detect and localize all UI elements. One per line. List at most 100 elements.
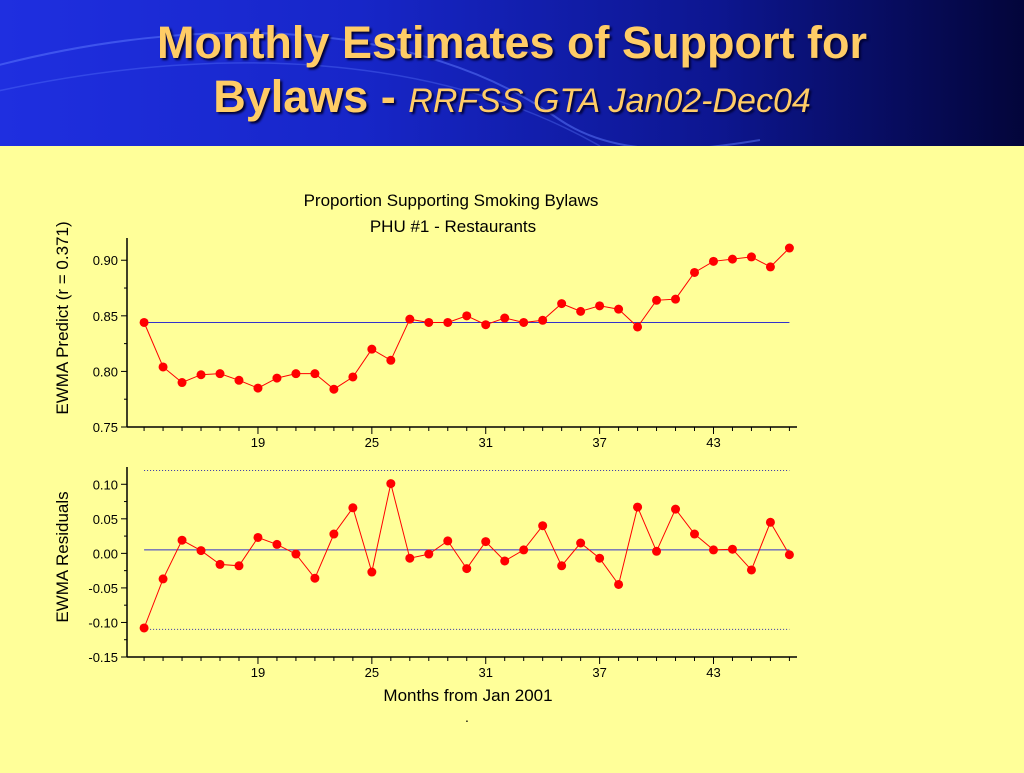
top-data-point [253, 383, 263, 393]
top-data-point [690, 267, 700, 277]
top-data-point [462, 311, 472, 321]
title-subtitle: RRFSS GTA Jan02-Dec04 [408, 82, 811, 120]
bot-data-point [367, 567, 377, 577]
top-x-tick-label: 31 [478, 435, 492, 450]
bot-data-point [462, 564, 472, 574]
top-data-point [633, 322, 643, 332]
top-data-point [310, 369, 320, 379]
bottom-x-axis-label: Months from Jan 2001 [383, 686, 552, 705]
bot-y-tick-label: -0.10 [88, 615, 118, 630]
top-data-point [727, 254, 737, 264]
top-x-tick-label: 37 [592, 435, 606, 450]
bot-data-point [272, 539, 282, 549]
top-data-point [765, 262, 775, 272]
bot-data-point [671, 504, 681, 514]
slide-title: Monthly Estimates of Support for Bylaws … [0, 16, 1024, 128]
bot-data-point [500, 556, 510, 566]
bot-data-point [557, 561, 567, 571]
bot-data-point [595, 553, 605, 563]
banner-swirl-decoration [0, 31, 761, 146]
bottom-chart: -0.15 -0.10 -0.05 0.00 0.05 0.10 19 25 31 37 43 E… [53, 467, 797, 705]
bot-y-tick-label: 0.10 [93, 477, 118, 492]
bot-data-point [443, 536, 453, 546]
bot-y-tick-label: 0.05 [93, 512, 118, 527]
top-data-point [348, 372, 358, 382]
top-data-point [177, 378, 187, 388]
top-data-point [500, 313, 510, 323]
top-chart: 0.75 0.80 0.85 0.90 19 25 31 37 43 EWMA Predict… [53, 221, 797, 450]
top-data-point [481, 320, 491, 330]
bot-data-point [481, 537, 491, 547]
top-y-tick-label: 0.75 [93, 420, 118, 435]
top-data-point [234, 375, 244, 385]
top-data-point [576, 306, 586, 316]
bot-data-point [291, 549, 301, 559]
bot-data-point [727, 544, 737, 554]
top-x-tick-label: 19 [251, 435, 265, 450]
top-data-point [215, 369, 225, 379]
bot-data-point [746, 565, 756, 575]
bot-x-tick-label: 31 [478, 665, 492, 680]
title-banner: Monthly Estimates of Support for Bylaws … [0, 0, 1024, 146]
top-data-point [784, 243, 794, 253]
bot-data-point [177, 535, 187, 545]
top-data-point [291, 369, 301, 379]
top-data-point [405, 314, 415, 324]
bot-data-point [519, 545, 529, 555]
top-y-tick-label: 0.80 [93, 364, 118, 379]
chart-area: Proportion Supporting Smoking Bylaws PHU… [0, 146, 1024, 768]
bot-data-point [708, 545, 718, 555]
bot-data-point [538, 521, 548, 531]
bot-data-point [234, 561, 244, 571]
top-data-point [614, 304, 624, 314]
top-x-tick-label: 25 [365, 435, 379, 450]
title-line-2: Bylaws - RRFSS GTA Jan02-Dec04 [0, 70, 1024, 128]
bot-data-point [614, 579, 624, 589]
bot-data-point [652, 546, 662, 556]
bottom-y-axis-label: EWMA Residuals [53, 491, 72, 622]
top-data-point [139, 317, 149, 327]
bot-data-point [310, 573, 320, 583]
charts-svg: Proportion Supporting Smoking Bylaws PHU… [53, 191, 797, 725]
chart-title: Proportion Supporting Smoking Bylaws [304, 191, 599, 210]
top-data-point [367, 344, 377, 354]
top-data-point [652, 295, 662, 305]
bot-y-tick-label: 0.00 [93, 546, 118, 561]
bot-data-point [690, 529, 700, 539]
bot-data-point [765, 517, 775, 527]
bot-data-point [158, 574, 168, 584]
top-x-tick-label: 43 [706, 435, 720, 450]
top-data-point [538, 315, 548, 325]
bot-series-line [143, 483, 790, 629]
bot-data-point [348, 503, 358, 513]
bot-data-point [576, 538, 586, 548]
bot-data-point [386, 479, 396, 489]
top-data-point [746, 252, 756, 262]
bot-data-point [405, 553, 415, 563]
bot-data-point [329, 529, 339, 539]
bot-data-point [633, 502, 643, 512]
bot-y-tick-label: -0.05 [88, 581, 118, 596]
title-line-1: Monthly Estimates of Support for [156, 17, 867, 68]
top-data-point [671, 294, 681, 304]
footnote-dot: . [465, 709, 469, 725]
bot-x-tick-label: 25 [365, 665, 379, 680]
top-data-point [519, 317, 529, 327]
bot-data-point [139, 623, 149, 633]
top-data-point [443, 317, 453, 327]
top-data-point [272, 373, 282, 383]
title-bylaws: Bylaws - [213, 71, 409, 122]
top-data-point [708, 256, 718, 266]
top-data-point [196, 370, 206, 380]
top-data-point [329, 384, 339, 394]
bot-x-tick-label: 19 [251, 665, 265, 680]
bot-x-tick-label: 43 [706, 665, 720, 680]
bot-y-tick-label: -0.15 [88, 650, 118, 665]
top-data-point [595, 301, 605, 311]
top-data-point [158, 362, 168, 372]
top-y-tick-label: 0.85 [93, 309, 118, 324]
top-y-axis-label: EWMA Predict (r = 0.371) [53, 221, 72, 414]
top-data-point [557, 299, 567, 309]
bot-data-point [215, 559, 225, 569]
bot-data-point [784, 550, 794, 560]
